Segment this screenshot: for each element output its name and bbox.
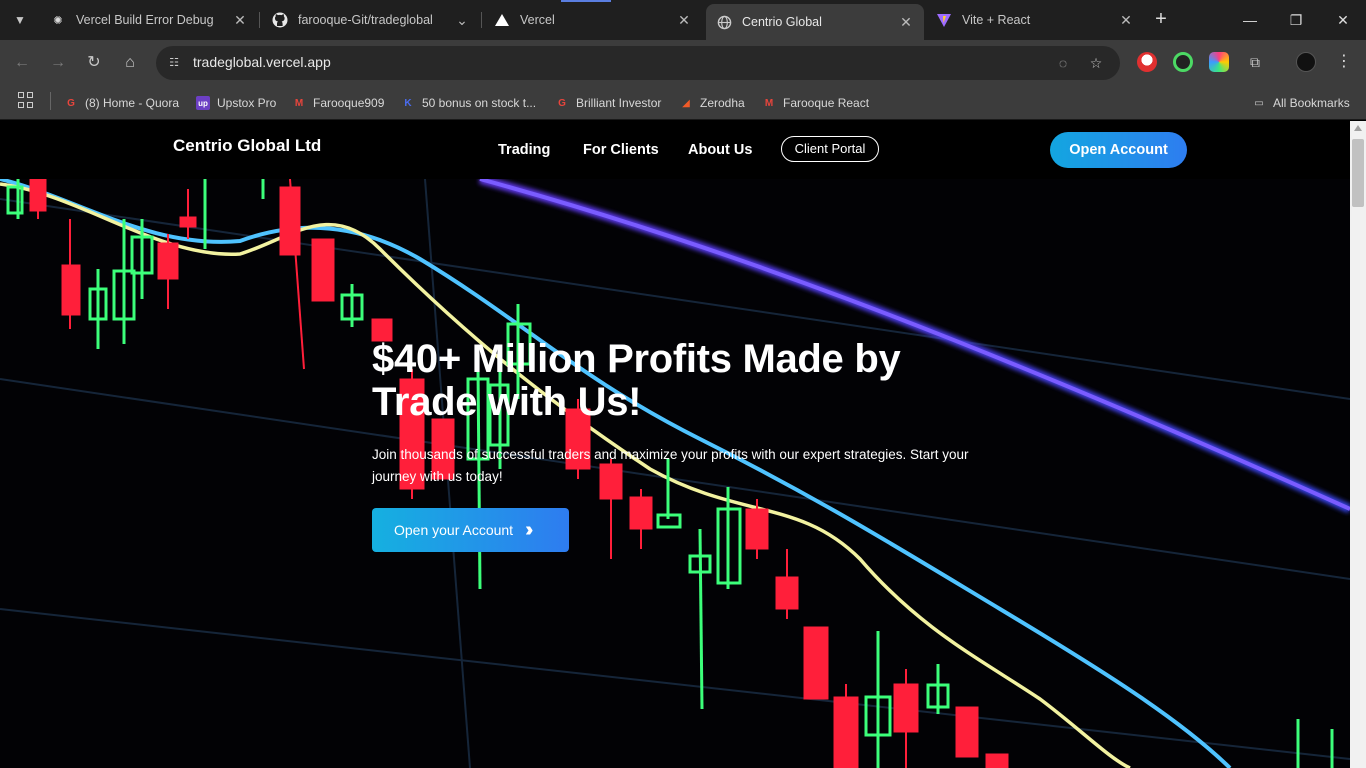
reload-icon[interactable]: ↻ <box>87 54 101 71</box>
openai-icon: ✺ <box>53 14 63 27</box>
vercel-triangle-icon <box>494 12 510 28</box>
tab-title: farooque-Git/tradeglobal <box>298 13 433 27</box>
google-g-icon: G <box>67 97 75 109</box>
bookmark-brilliant-investor[interactable]: G Brilliant Investor <box>555 93 661 113</box>
page-viewport: Centrio Global Ltd Trading For Clients A… <box>0 121 1350 768</box>
close-icon[interactable]: ✕ <box>678 11 690 28</box>
bookmarks-bar <box>0 86 1366 120</box>
new-tab-button[interactable]: + <box>1155 8 1167 30</box>
bookmark-label: 50 bonus on stock t... <box>422 96 537 110</box>
site-logo[interactable]: Centrio Global Ltd <box>173 136 322 155</box>
color-extension-icon[interactable] <box>1209 52 1229 72</box>
open-your-account-button[interactable]: Open your Account ›› <box>372 508 569 552</box>
close-icon[interactable]: ✕ <box>900 13 912 30</box>
globe-icon <box>716 14 732 30</box>
bookmark-quora[interactable]: G (8) Home - Quora <box>64 93 179 113</box>
close-icon[interactable]: ✕ <box>234 11 246 28</box>
kite-icon: K <box>404 97 412 109</box>
bookmark-label: All Bookmarks <box>1273 96 1350 110</box>
nav-trading[interactable]: Trading <box>498 142 551 158</box>
tab-title: Centrio Global <box>742 15 822 29</box>
tab-title: Vercel <box>520 13 555 27</box>
kebab-menu-icon[interactable]: ⋮ <box>1336 53 1352 70</box>
close-window-icon[interactable]: ✕ <box>1337 12 1349 28</box>
bookmark-divider <box>50 92 51 110</box>
tab-vercel[interactable]: Vercel ✕ <box>484 4 702 36</box>
scrollbar-thumb[interactable] <box>1352 139 1364 207</box>
tab-title: Vite + React <box>962 13 1031 27</box>
minimize-icon[interactable]: — <box>1243 12 1257 28</box>
bookmark-farooque-react[interactable]: M Farooque React <box>762 93 869 113</box>
tab-search-icon[interactable]: ▼ <box>14 13 26 27</box>
candlesticks <box>6 179 1334 768</box>
bookmark-label: Zerodha <box>700 96 745 110</box>
scroll-up-arrow-icon[interactable] <box>1354 125 1362 131</box>
chart-lines <box>0 179 1350 768</box>
tab-separator <box>259 12 260 28</box>
address-bar[interactable]: ☷ tradeglobal.vercel.app ◌ ☆ <box>156 46 1120 80</box>
bookmark-farooque909[interactable]: M Farooque909 <box>292 93 385 113</box>
apps-grid-icon[interactable] <box>18 92 34 108</box>
github-icon <box>272 12 288 28</box>
tab-vite-react[interactable]: Vite + React ✕ <box>926 4 1144 36</box>
url-text: tradeglobal.vercel.app <box>193 54 331 70</box>
pokeball-extension-icon[interactable] <box>1137 52 1157 72</box>
zerodha-icon: ◢ <box>682 97 690 109</box>
bookmark-label: Upstox Pro <box>217 96 277 110</box>
upstox-icon: up <box>196 96 210 110</box>
home-icon[interactable]: ⌂ <box>125 54 135 71</box>
double-chevron-right-icon: ›› <box>525 518 534 541</box>
tab-vercel-build-error[interactable]: ✺ Vercel Build Error Debug ✕ <box>40 4 258 36</box>
all-bookmarks[interactable]: ▭ All Bookmarks <box>1252 93 1350 113</box>
puzzle-extensions-icon[interactable]: ⧉ <box>1250 54 1260 70</box>
nav-about-us[interactable]: About Us <box>688 142 753 158</box>
tab-strip: ▼ ✺ Vercel Build Error Debug ✕ farooque-… <box>0 0 1366 40</box>
folder-icon: ▭ <box>1254 97 1264 109</box>
bookmark-label: Farooque React <box>783 96 870 110</box>
bookmark-label: Brilliant Investor <box>576 96 662 110</box>
open-your-account-label: Open your Account <box>394 522 514 538</box>
google-g-icon: G <box>558 97 566 109</box>
tab-separator <box>481 12 482 28</box>
eye-off-icon[interactable]: ◌ <box>1058 55 1068 71</box>
forward-arrow-icon[interactable]: → <box>50 54 66 71</box>
site-settings-icon[interactable]: ☷ <box>169 57 179 69</box>
back-arrow-icon[interactable]: ← <box>14 54 30 71</box>
restore-icon[interactable]: ❐ <box>1289 12 1303 28</box>
chevron-down-icon[interactable]: ⌄ <box>456 11 468 28</box>
client-portal-button[interactable]: Client Portal <box>781 136 879 162</box>
nav-for-clients[interactable]: For Clients <box>583 142 659 158</box>
bookmark-zerodha[interactable]: ◢ Zerodha <box>679 93 745 113</box>
bookmark-upstox[interactable]: up Upstox Pro <box>196 93 276 113</box>
page-scrollbar[interactable] <box>1350 121 1366 768</box>
star-icon[interactable]: ☆ <box>1089 55 1103 71</box>
close-icon[interactable]: ✕ <box>1120 11 1132 28</box>
profile-avatar[interactable] <box>1296 52 1316 72</box>
bookmark-50-bonus[interactable]: K 50 bonus on stock t... <box>401 93 536 113</box>
gmail-icon: M <box>294 97 304 109</box>
tab-github[interactable]: farooque-Git/tradeglobal ⌄ <box>262 4 480 36</box>
hero-subtitle: Join thousands of successful traders and… <box>372 447 969 484</box>
hero-title: $40+ Million Profits Made by Trade with … <box>372 337 901 424</box>
bookmark-label: (8) Home - Quora <box>85 96 180 110</box>
gmail-icon: M <box>764 97 774 109</box>
site-navbar: Centrio Global Ltd Trading For Clients A… <box>0 121 1350 179</box>
open-account-button[interactable]: Open Account <box>1050 132 1187 168</box>
tab-centrio-global[interactable]: Centrio Global ✕ <box>706 4 924 40</box>
hero-chart-background <box>0 179 1350 768</box>
tab-title: Vercel Build Error Debug <box>76 13 214 27</box>
bookmark-label: Farooque909 <box>313 96 385 110</box>
target-extension-icon[interactable] <box>1173 52 1193 72</box>
tab-drag-indicator <box>561 0 611 2</box>
vite-icon <box>936 12 952 28</box>
browser-toolbar: ← → ↻ ⌂ ☷ tradeglobal.vercel.app ◌ ☆ <box>0 40 1366 86</box>
